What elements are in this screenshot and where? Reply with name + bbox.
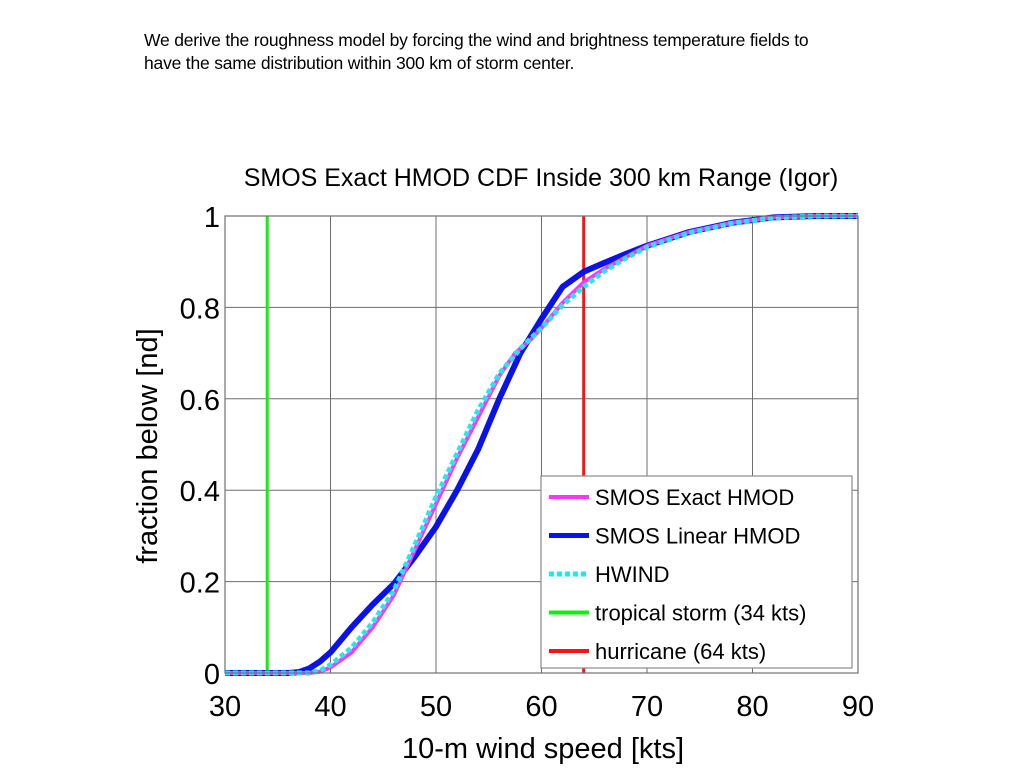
caption-line-1: We derive the roughness model by forcing…	[144, 30, 809, 50]
caption-line-2: have the same distribution within 300 km…	[144, 53, 575, 73]
legend-label: HWIND	[595, 562, 670, 587]
legend-label: tropical storm (34 kts)	[595, 601, 807, 626]
x-tick-label: 90	[842, 691, 874, 723]
chart-title: SMOS Exact HMOD CDF Inside 300 km Range …	[244, 164, 839, 192]
y-tick-label: 0	[204, 659, 220, 691]
series-lines	[225, 213, 858, 676]
legend-label: SMOS Linear HMOD	[595, 524, 800, 549]
x-tick-label: 30	[209, 691, 241, 723]
legend-label: SMOS Exact HMOD	[595, 485, 794, 510]
legend-box	[540, 475, 853, 669]
y-tick-label: 0.2	[180, 568, 220, 600]
hwind-line	[225, 213, 858, 676]
reference-lines	[265, 216, 586, 673]
x-tick-label: 50	[420, 691, 452, 723]
legend-label: hurricane (64 kts)	[595, 639, 766, 664]
y-axis-label: fraction below [nd]	[132, 328, 164, 563]
x-tick-label: 40	[314, 691, 346, 723]
plot-frame	[224, 215, 859, 674]
y-tick-label: 0.8	[180, 293, 220, 325]
x-tick-label: 60	[525, 691, 557, 723]
x-tick-labels: 30 40 50 60 70 80 90	[209, 691, 874, 723]
slide-caption: We derive the roughness model by forcing…	[144, 29, 944, 75]
legend: SMOS Exact HMOD SMOS Linear HMOD HWIND trop…	[540, 475, 853, 669]
x-axis-label: 10-m wind speed [kts]	[402, 733, 684, 765]
y-tick-label: 0.6	[180, 385, 220, 417]
y-tick-label: 1	[204, 202, 220, 234]
y-tick-label: 0.4	[180, 476, 220, 508]
x-tick-label: 80	[736, 691, 768, 723]
x-tick-label: 70	[631, 691, 663, 723]
y-tick-labels: 0 0.2 0.4 0.6 0.8 1	[180, 202, 220, 691]
